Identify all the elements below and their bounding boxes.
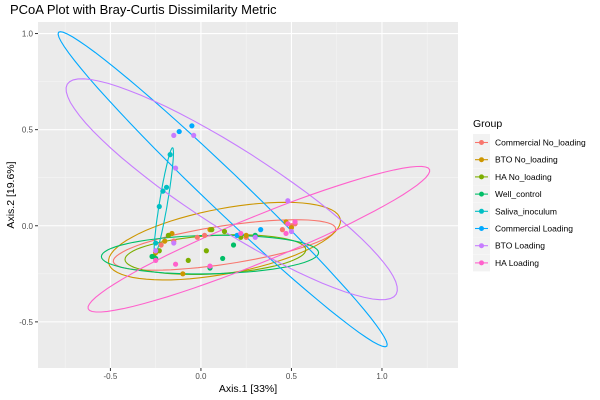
x-axis-title: Axis.1 [33%] [219, 383, 277, 395]
point-bto-loading [171, 132, 177, 139]
x-tick-label: 0.5 [286, 372, 298, 381]
point-commercial-loading [176, 128, 182, 135]
legend-key-point [479, 140, 484, 145]
ellipse-ha-no-loading [124, 234, 307, 275]
legend-label: BTO Loading [495, 241, 545, 251]
legend-item-bto-loading: BTO Loading [473, 237, 545, 255]
point-bto-loading [171, 240, 177, 246]
ellipse-commercial-loading [57, 31, 388, 348]
y-axis-ticks: -0.5 0.0 0.5 1.0 [19, 30, 38, 327]
ellipse-bto-loading [65, 78, 398, 301]
point-bto-no-loading [162, 238, 168, 244]
point-ha-loading [172, 261, 179, 267]
point-bto-no-loading [288, 225, 295, 231]
point-well-control [220, 255, 226, 262]
point-saliva-inoculum [167, 152, 173, 158]
point-bto-loading [191, 132, 197, 139]
x-tick-label: 0.0 [195, 372, 207, 381]
legend-label: BTO No_loading [495, 155, 558, 165]
point-ha-no-loading [165, 232, 171, 238]
x-tick-label: -0.5 [104, 372, 118, 381]
point-bto-no-loading [180, 271, 186, 277]
major-gridlines [38, 22, 458, 368]
legend-key-point [479, 243, 484, 249]
y-tick-label: 0.5 [22, 126, 34, 135]
data-points [149, 123, 298, 277]
point-commercial-loading [189, 123, 195, 129]
point-commercial-no-loading [158, 242, 164, 248]
point-ha-loading [285, 221, 291, 227]
ellipse-ha-loading [87, 165, 431, 313]
legend-title: Group [473, 118, 502, 130]
point-commercial-no-loading [194, 234, 200, 240]
point-ha-loading [292, 219, 298, 225]
confidence-ellipses [57, 31, 431, 348]
legend-item-saliva-inoculum: Saliva_inoculum [473, 202, 557, 220]
y-tick-label: -0.5 [19, 318, 33, 327]
point-saliva-inoculum [153, 240, 159, 246]
point-ha-loading [153, 257, 159, 263]
legend-key-point [479, 174, 484, 180]
chart-title: PCoA Plot with Bray-Curtis Dissimilarity… [10, 2, 277, 17]
point-ha-no-loading [156, 248, 162, 254]
legend-item-ha-loading: HA Loading [473, 254, 539, 272]
legend-item-commercial-loading: Commercial Loading [473, 220, 573, 237]
point-ha-loading [207, 263, 213, 269]
point-ha-no-loading [185, 257, 191, 263]
y-tick-label: 1.0 [22, 30, 34, 39]
legend-label: Well_control [495, 189, 542, 199]
legend-item-bto-no-loading: BTO No_loading [473, 151, 558, 169]
legend-key-point [479, 260, 484, 266]
point-ha-no-loading [209, 227, 215, 233]
point-saliva-inoculum [160, 188, 166, 194]
minor-gridlines [38, 22, 458, 368]
legend-item-ha-no-loading: HA No_loading [473, 168, 552, 186]
legend: Group Commercial No_loading BTO No_loadin… [473, 118, 586, 272]
legend-key-point [479, 208, 484, 214]
point-bto-loading [288, 228, 295, 235]
legend-label: HA No_loading [495, 172, 552, 182]
ellipse-well-control [100, 234, 320, 275]
legend-key-point [479, 191, 484, 197]
y-axis-title: Axis.2 [19.6%] [5, 161, 17, 228]
point-commercial-no-loading [279, 227, 285, 233]
ellipse-commercial-no-loading [112, 219, 337, 271]
point-ha-loading [238, 230, 244, 237]
legend-key-point [479, 226, 484, 231]
point-bto-loading [172, 165, 179, 171]
point-ha-no-loading [221, 228, 228, 235]
x-axis-ticks: -0.5 0.0 0.5 1.0 [104, 368, 388, 381]
point-ha-loading [283, 230, 289, 237]
y-tick-label: 0.0 [22, 222, 34, 231]
x-tick-label: 1.0 [376, 372, 388, 381]
legend-item-commercial-no-loading: Commercial No_loading [473, 134, 586, 151]
point-commercial-loading [258, 227, 264, 233]
point-bto-loading [153, 248, 159, 254]
legend-label: Saliva_inoculum [495, 206, 557, 216]
legend-label: Commercial Loading [495, 224, 573, 234]
point-well-control [230, 242, 237, 248]
legend-item-well-control: Well_control [473, 185, 542, 203]
point-bto-no-loading [243, 232, 249, 238]
plot-panel [38, 22, 458, 368]
point-ha-no-loading [203, 248, 209, 254]
point-saliva-inoculum [163, 184, 170, 190]
point-bto-loading [285, 198, 291, 204]
legend-label: HA Loading [495, 258, 539, 268]
legend-key-point [479, 157, 484, 163]
point-bto-loading [252, 234, 258, 240]
legend-label: Commercial No_loading [495, 138, 586, 148]
point-commercial-no-loading [201, 232, 208, 238]
point-saliva-inoculum [156, 203, 162, 210]
